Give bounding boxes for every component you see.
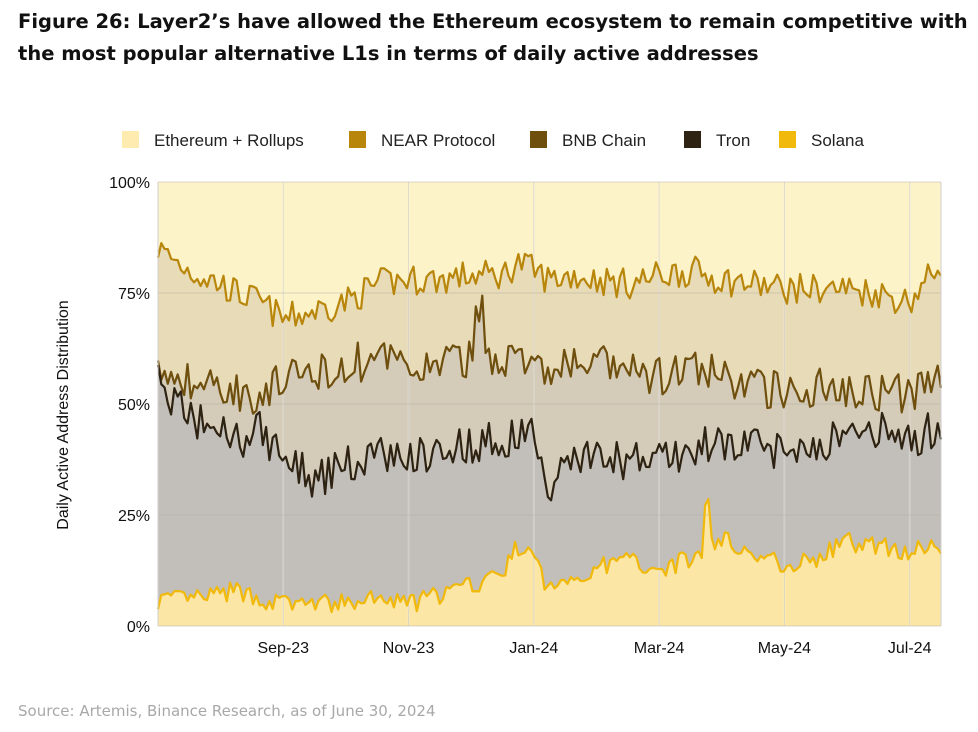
legend-swatch-2 <box>530 131 547 148</box>
y-tick-4: 100% <box>109 175 150 192</box>
x-tick-3: Mar-24 <box>634 640 685 657</box>
legend-swatch-0 <box>122 131 139 148</box>
x-tick-0: Sep-23 <box>257 640 309 657</box>
figure-title: Figure 26: Layer2’s have allowed the Eth… <box>18 10 968 65</box>
legend-swatch-1 <box>349 131 366 148</box>
source-note: Source: Artemis, Binance Research, as of… <box>18 702 436 720</box>
line-tron <box>156 364 943 502</box>
x-tick-5: Jul-24 <box>888 640 932 657</box>
x-tick-1: Nov-23 <box>383 640 435 657</box>
y-tick-3: 75% <box>118 286 150 303</box>
x-tick-4: May-24 <box>758 640 811 657</box>
line-near-protocol <box>156 242 942 328</box>
y-axis-label: Daily Active Address Distribution <box>55 300 72 529</box>
legend-label-1: NEAR Protocol <box>381 131 495 150</box>
y-tick-0: 0% <box>127 619 150 636</box>
legend-swatch-3 <box>684 131 701 148</box>
legend-label-3: Tron <box>716 131 750 150</box>
line-bnb-chain <box>156 294 943 415</box>
y-tick-2: 50% <box>118 397 150 414</box>
y-tick-1: 25% <box>118 508 150 525</box>
chart-axes: 0% 25% 50% 75% 100% Sep-23 Nov-23 Jan-24 Mar-24 M… <box>109 175 942 657</box>
chart-svg: Ethereum + Rollups NEAR Protocol BNB Chain… <box>55 131 943 657</box>
legend-label-0: Ethereum + Rollups <box>154 131 304 150</box>
chart-legend: Ethereum + Rollups NEAR Protocol BNB Chain… <box>122 131 864 150</box>
legend-swatch-4 <box>779 131 796 148</box>
chart-lines <box>156 242 943 614</box>
legend-label-4: Solana <box>811 131 864 150</box>
chart-areas <box>158 182 941 626</box>
area-solana <box>158 499 941 626</box>
x-tick-2: Jan-24 <box>509 640 558 657</box>
line-solana <box>156 498 942 614</box>
legend-label-2: BNB Chain <box>562 131 646 150</box>
